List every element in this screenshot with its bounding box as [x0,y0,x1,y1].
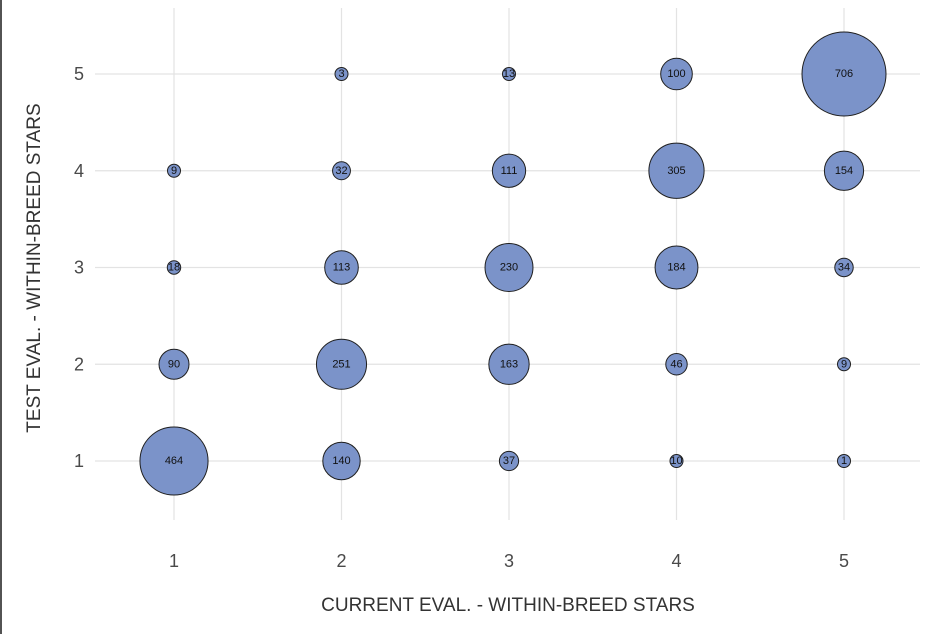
y-tick-label: 3 [74,258,84,278]
bubble-label: 184 [667,262,685,274]
bubble-point: 34 [834,257,854,278]
bubble [158,348,190,380]
bubble-point: 154 [823,150,865,191]
bubble-point: 46 [665,353,688,376]
bubble [167,163,181,178]
bubble-label: 90 [168,358,180,370]
y-tick-label: 2 [74,354,84,374]
bubble-point: 18 [166,260,182,275]
bubble [488,343,530,385]
bubble-label: 9 [171,165,177,177]
bubble-point: 1 [837,454,851,468]
bubble [322,441,361,481]
bubble-point: 140 [322,441,361,481]
bubble-label: 113 [333,262,351,274]
bubble-label: 32 [335,165,347,177]
bubble-label: 140 [332,455,350,467]
x-tick-label: 5 [839,551,849,571]
bubble [801,31,887,117]
y-axis-title: TEST EVAL. - WITHIN-BREED STARS [24,103,45,432]
bubble-label: 706 [835,68,853,80]
x-tick-label: 3 [504,551,514,571]
bubble-point: 251 [315,338,368,390]
bubble-label: 10 [670,455,682,467]
bubble [837,357,851,372]
bubble-label: 163 [500,358,518,370]
bubble-point: 13 [502,67,516,81]
bubble-point: 9 [837,357,851,372]
bubble [648,142,705,199]
bubble [498,450,520,472]
bubble [665,353,688,376]
bubble-label: 305 [667,165,685,177]
bubble-label: 100 [667,68,685,80]
y-tick-label: 4 [74,161,84,181]
bubble [837,454,851,468]
bubble [669,454,684,468]
x-tick-label: 2 [336,551,346,571]
bubble-label: 9 [841,358,847,370]
bubble [660,57,693,91]
bubble [491,153,527,188]
bubble-label: 1 [841,455,847,467]
bubble-point: 230 [484,243,534,292]
x-tick-label: 4 [671,551,681,571]
y-tick-label: 1 [74,451,84,471]
bubble-label: 154 [835,165,853,177]
bubble-point: 111 [491,153,527,188]
bubble-label: 251 [332,358,350,370]
bubble [315,338,368,390]
bubble-label: 111 [501,165,518,177]
bubble-label: 37 [503,455,515,467]
bubble-label: 18 [168,262,180,274]
x-axis-title: CURRENT EVAL. - WITHIN-BREED STARS [321,595,695,616]
x-tick-label: 1 [169,551,179,571]
bubble-label: 34 [838,262,850,274]
bubble-point: 32 [332,161,351,181]
bubble-point: 3 [334,67,349,81]
bubble-point: 9 [167,163,181,178]
bubble [324,250,359,285]
bubble-point: 184 [654,245,699,290]
bubble-point: 37 [498,450,520,472]
bubble-point: 90 [158,348,190,380]
bubble-point: 305 [648,142,705,199]
bubble-point: 464 [139,426,209,496]
bubble-label: 464 [165,455,183,467]
bubble-label: 3 [338,68,344,80]
y-tick-label: 5 [74,64,84,84]
bubble [139,426,209,496]
bubble-point: 113 [324,250,359,285]
bubble-point: 100 [660,57,693,91]
bubble-label: 46 [670,358,682,370]
bubble [166,260,182,275]
bubble-label: 13 [503,68,515,80]
bubble [484,243,534,292]
bubble-point: 163 [488,343,530,385]
bubble [834,257,854,278]
bubble [654,245,699,290]
bubble [502,67,516,81]
bubble-point: 706 [801,31,887,117]
bubble-point: 10 [669,454,684,468]
bubble [823,150,865,191]
bubble [332,161,351,181]
bubble [334,67,349,81]
bubble-label: 230 [500,262,518,274]
